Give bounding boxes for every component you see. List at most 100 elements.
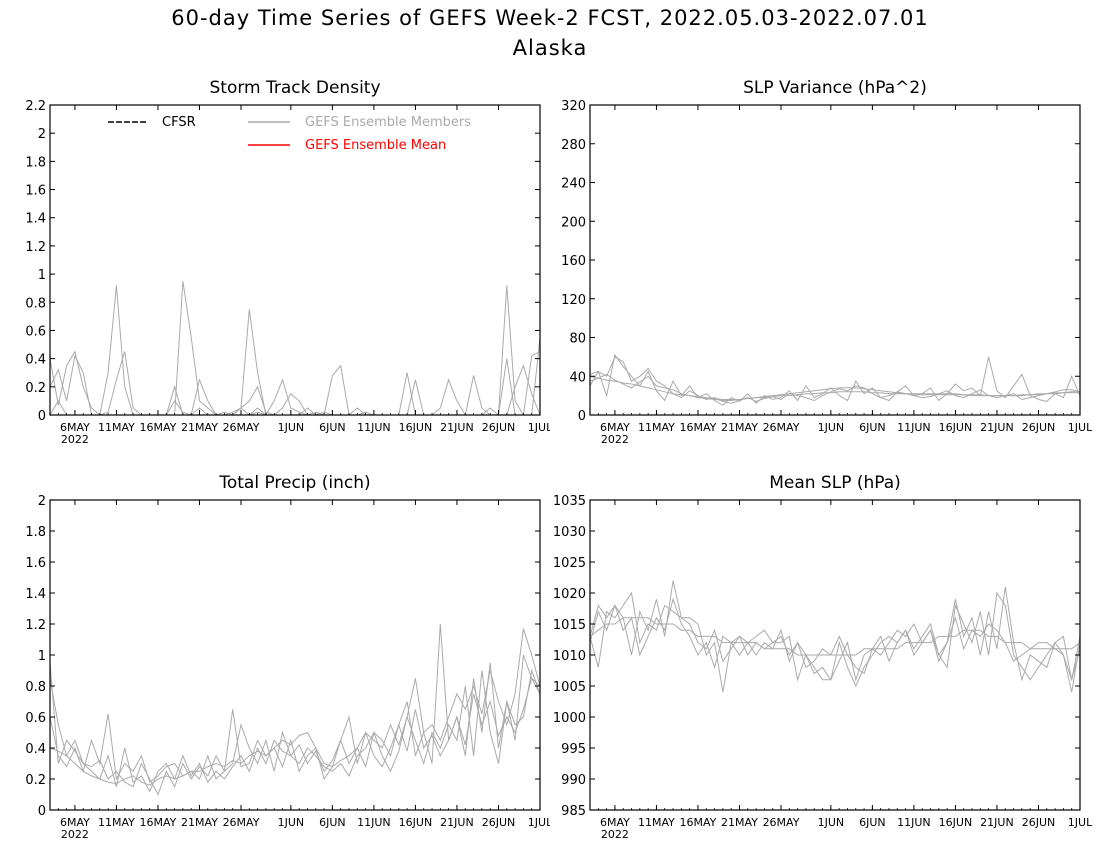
member-series-line-2	[590, 597, 1080, 682]
x-tick-label: 26MAY	[223, 421, 260, 434]
x-tick-label: 11MAY	[638, 421, 675, 434]
x-tick-label: 6MAY	[600, 421, 630, 434]
member-series-line-4	[50, 285, 540, 415]
x-tick-label: 26JUN	[1022, 421, 1056, 434]
x-tick-label: 6JUN	[319, 816, 346, 829]
x-tick-label: 1JUN	[818, 816, 845, 829]
x-tick-label: 1JUN	[278, 421, 305, 434]
member-series-line-4	[590, 580, 1080, 682]
chart-title: Storm Track Density	[209, 78, 380, 98]
x-tick-label: 21JUN	[440, 816, 474, 829]
member-series-line-1	[590, 356, 1080, 404]
x-tick-label: 16JUN	[399, 421, 433, 434]
member-series-line-1	[50, 350, 540, 415]
y-tick-label: 0.8	[25, 680, 46, 695]
x-tick-label: 26MAY	[763, 816, 800, 829]
y-tick-label: 1	[38, 649, 46, 664]
y-tick-label: 1000	[553, 711, 586, 726]
series-group	[50, 623, 540, 796]
y-tick-label: 1025	[553, 556, 586, 571]
x-tick-label: 6JUN	[859, 421, 886, 434]
legend: CFSR GEFS Ensemble Members GEFS Ensemble M…	[108, 115, 471, 153]
x-tick-label: 1JUL	[1068, 421, 1093, 434]
x-tick-year-label: 2022	[601, 828, 629, 841]
member-series-line-4	[590, 375, 1080, 400]
y-tick-label: 1.6	[25, 556, 46, 571]
y-tick-label: 0.4	[25, 353, 46, 368]
series-group	[590, 580, 1080, 693]
y-tick-label: 40	[569, 370, 586, 385]
chart-title: SLP Variance (hPa^2)	[743, 78, 927, 98]
x-tick-label: 26JUN	[1022, 816, 1056, 829]
y-tick-label: 120	[561, 293, 586, 308]
plot-frame	[49, 104, 541, 416]
slp-variance-chart: SLP Variance (hPa^2) 0 40 80 120 160 200 240 280…	[561, 78, 1093, 446]
member-series-line-2	[50, 623, 540, 783]
y-tick-label: 1010	[553, 649, 586, 664]
x-tick-label: 11JUN	[357, 421, 391, 434]
series-group	[50, 281, 540, 415]
x-tick-label: 21JUN	[980, 816, 1014, 829]
legend-members-label: GEFS Ensemble Members	[305, 115, 471, 130]
x-tick-year-label: 2022	[61, 828, 89, 841]
y-tick-label: 1	[38, 268, 46, 283]
x-tick-label: 16MAY	[680, 816, 717, 829]
y-tick-label: 0	[38, 409, 46, 424]
x-tick-year-label: 2022	[601, 433, 629, 446]
x-tick-label: 1JUL	[528, 421, 550, 434]
x-tick-label: 16JUN	[939, 421, 973, 434]
storm-track-density-chart: Storm Track Density 0 0.2 0.4 0.6 0.8 1 1.2 1.4 1…	[25, 78, 550, 446]
x-tick-label: 21MAY	[721, 421, 758, 434]
member-series-line-2	[50, 281, 540, 415]
y-tick-label: 80	[569, 332, 586, 347]
chart-title: Mean SLP (hPa)	[769, 473, 901, 493]
y-tick-label: 1.2	[25, 618, 46, 633]
member-series-line-3	[50, 337, 540, 415]
y-tick-label: 240	[561, 177, 586, 192]
x-tick-label: 21JUN	[440, 421, 474, 434]
x-tick-label: 11JUN	[897, 816, 931, 829]
legend-mean-label: GEFS Ensemble Mean	[305, 138, 446, 153]
y-tick-label: 0.6	[25, 711, 46, 726]
chart-title: Total Precip (inch)	[218, 473, 370, 493]
x-tick-year-label: 2022	[61, 433, 89, 446]
y-tick-label: 0	[38, 804, 46, 819]
x-tick-label: 1JUL	[528, 816, 550, 829]
member-series-line-1	[590, 591, 1080, 693]
y-tick-label: 985	[561, 804, 586, 819]
y-tick-label: 160	[561, 254, 586, 269]
y-tick-label: 0.8	[25, 296, 46, 311]
y-tick-label: 1.6	[25, 184, 46, 199]
x-tick-label: 1JUN	[278, 816, 305, 829]
y-tick-label: 995	[561, 742, 586, 757]
y-tick-label: 0.2	[25, 381, 46, 396]
x-tick-label: 6MAY	[60, 816, 90, 829]
x-tick-label: 11MAY	[638, 816, 675, 829]
x-tick-label: 6JUN	[319, 421, 346, 434]
y-tick-label: 1030	[553, 525, 586, 540]
y-tick-label: 1.4	[25, 587, 46, 602]
x-tick-label: 16JUN	[399, 816, 433, 829]
figure-title: 60-day Time Series of GEFS Week-2 FCST, …	[171, 6, 929, 30]
member-series-line-3	[590, 353, 1080, 406]
y-tick-label: 1.8	[25, 525, 46, 540]
legend-cfsr-label: CFSR	[162, 115, 196, 130]
x-tick-label: 11MAY	[98, 816, 135, 829]
x-tick-label: 26MAY	[763, 421, 800, 434]
x-tick-label: 11JUN	[357, 816, 391, 829]
total-precip-chart: Total Precip (inch) 0 0.2 0.4 0.6 0.8 1 1.2 1.4 1…	[25, 473, 550, 841]
x-tick-label: 16MAY	[680, 421, 717, 434]
y-tick-label: 2	[38, 127, 46, 142]
y-tick-label: 320	[561, 99, 586, 114]
x-tick-label: 21MAY	[181, 421, 218, 434]
y-tick-label: 1005	[553, 680, 586, 695]
x-tick-label: 11MAY	[98, 421, 135, 434]
y-tick-label: 200	[561, 215, 586, 230]
y-tick-label: 0.4	[25, 742, 46, 757]
x-tick-label: 26MAY	[223, 816, 260, 829]
mean-slp-chart: Mean SLP (hPa) 985 990 995 1000 1005 1010 1015 1…	[553, 473, 1093, 841]
x-tick-label: 11JUN	[897, 421, 931, 434]
y-tick-label: 1015	[553, 618, 586, 633]
member-series-line-1	[50, 662, 540, 793]
x-tick-label: 21MAY	[181, 816, 218, 829]
